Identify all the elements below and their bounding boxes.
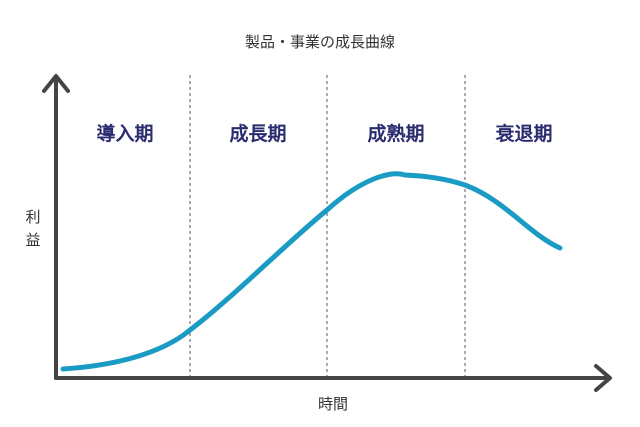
- y-axis-arrowhead: [42, 74, 70, 93]
- phase-label-decline: 衰退期: [494, 122, 552, 145]
- x-axis-label: 時間: [318, 395, 348, 413]
- growth-curve: [60, 171, 563, 372]
- phase-label-growth: 成長期: [229, 122, 286, 145]
- phase-label-maturity: 成熟期: [367, 122, 424, 145]
- x-axis-arrowhead: [594, 364, 612, 392]
- y-axis-label-bottom: 益: [25, 231, 40, 249]
- phase-label-introduction: 導入期: [96, 122, 153, 145]
- diagram-title: 製品・事業の成長曲線: [245, 33, 395, 51]
- y-axis-label-top: 利: [25, 208, 40, 226]
